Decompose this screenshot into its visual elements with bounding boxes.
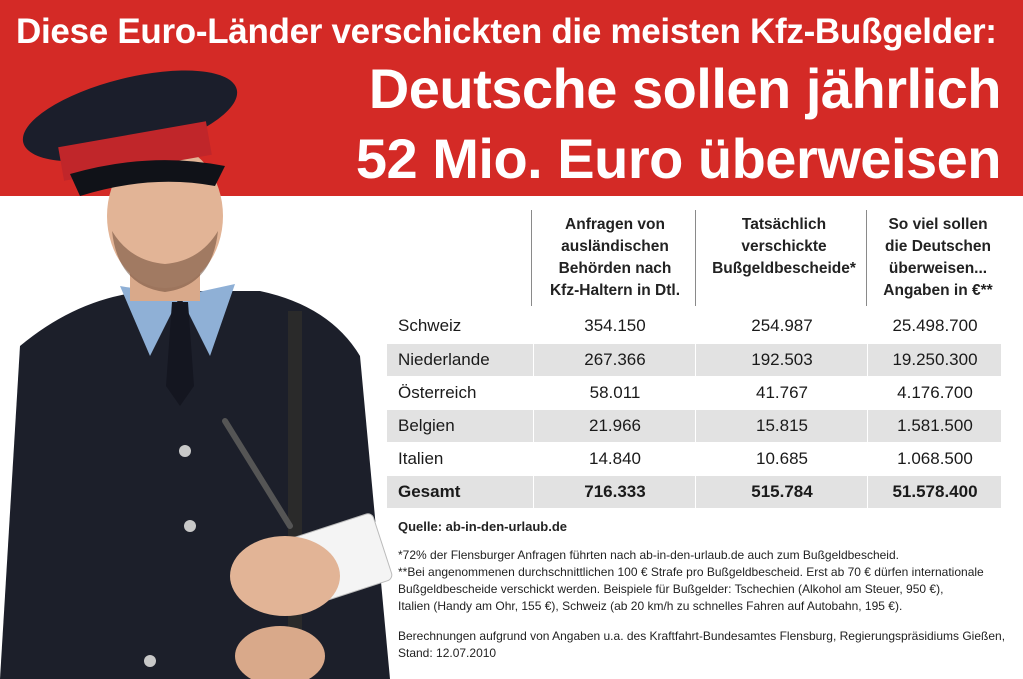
total-bescheide: 515.784 [751, 482, 813, 501]
footnote-block: *72% der Flensburger Anfragen führten na… [398, 547, 1013, 615]
calculation-note: Berechnungen aufgrund von Angaben u.a. d… [398, 628, 1013, 662]
row-divider [867, 310, 868, 342]
tie [166, 302, 194, 406]
total-row: Gesamt 716.333 515.784 51.578.400 [387, 476, 1001, 508]
footnote-line: Italien (Handy am Ohr, 155 €), Schweiz (… [398, 599, 903, 613]
header-line: Tatsächlich [741, 216, 827, 233]
beard [112, 231, 218, 292]
bescheide-cell: 15.815 [756, 416, 808, 435]
row-divider [533, 377, 534, 409]
table-row: Italien 14.840 10.685 1.068.500 [387, 443, 1001, 475]
header-bescheide: Tatsächlich verschickte Bußgeldbescheide… [699, 214, 869, 306]
total-anfragen: 716.333 [584, 482, 646, 501]
source-note: Quelle: ab-in-den-urlaub.de [398, 519, 568, 534]
anfragen-cell: 14.840 [589, 449, 641, 468]
table-row: Belgien 21.966 15.815 1.581.500 [387, 410, 1001, 442]
header-anfragen: Anfragen von ausländischen Behörden nach… [535, 214, 695, 306]
anfragen-cell: 354.150 [584, 316, 646, 335]
bescheide-cell: 10.685 [756, 449, 808, 468]
bescheide-cell: 192.503 [751, 350, 813, 369]
officer-illustration [0, 70, 393, 679]
header-line: überweisen... [888, 260, 988, 277]
cap-top [22, 70, 238, 162]
header-divider [531, 210, 532, 306]
row-divider [695, 377, 696, 409]
table-row: Niederlande 267.366 192.503 19.250.300 [387, 344, 1001, 376]
country-cell: Niederlande [398, 350, 490, 369]
anfragen-cell: 21.966 [589, 416, 641, 435]
headline-line-1: Deutsche sollen jährlich [368, 57, 1002, 120]
bescheide-cell: 254.987 [751, 316, 813, 335]
table-row: Schweiz 354.150 254.987 25.498.700 [387, 310, 1001, 342]
header-line: verschickte [741, 238, 827, 255]
jacket-button [144, 655, 156, 667]
writing-hand [230, 536, 340, 616]
jacket-shape [0, 291, 390, 679]
header-divider [695, 210, 696, 306]
shirt-collar [120, 284, 235, 356]
euro-cell: 1.581.500 [897, 416, 973, 435]
country-cell: Belgien [398, 416, 455, 435]
footnote-line: *72% der Flensburger Anfragen führten na… [398, 548, 899, 562]
banner-top-line: Diese Euro-Länder verschickten die meist… [16, 12, 997, 51]
header-line: Behörden nach [558, 260, 672, 277]
header-line: Kfz-Haltern in Dtl. [549, 282, 681, 299]
row-divider [867, 443, 868, 475]
header-line: ausländischen [561, 238, 669, 255]
row-divider [695, 344, 696, 376]
row-divider [533, 476, 534, 508]
footnote-line: Stand: 12.07.2010 [398, 646, 497, 660]
table-row: Österreich 58.011 41.767 4.176.700 [387, 377, 1001, 409]
row-divider [533, 443, 534, 475]
footnote-line: Berechnungen aufgrund von Angaben u.a. d… [398, 629, 1006, 643]
row-divider [695, 410, 696, 442]
cap-visor [70, 160, 225, 196]
header-line: die Deutschen [885, 238, 991, 255]
euro-cell: 4.176.700 [897, 383, 973, 402]
jacket-button [184, 520, 196, 532]
row-divider [695, 310, 696, 342]
header-line: Anfragen von [565, 216, 665, 233]
cap-band [58, 121, 212, 181]
header-line: Angaben in €** [883, 282, 993, 299]
row-divider [867, 476, 868, 508]
euro-cell: 25.498.700 [892, 316, 978, 335]
total-euro: 51.578.400 [892, 482, 978, 501]
header-line: So viel sollen [888, 216, 988, 233]
euro-cell: 1.068.500 [897, 449, 973, 468]
row-divider [533, 344, 534, 376]
footnote-line: **Bei angenommenen durchschnittlichen 10… [398, 565, 984, 579]
row-divider [533, 410, 534, 442]
footnote-line: Bußgeldbescheide verschickt werden. Beis… [398, 582, 944, 596]
row-divider [695, 476, 696, 508]
holding-hand [235, 626, 325, 679]
country-cell: Österreich [398, 383, 477, 402]
pen [222, 418, 293, 529]
anfragen-cell: 267.366 [584, 350, 646, 369]
row-divider [867, 344, 868, 376]
bescheide-cell: 41.767 [756, 383, 808, 402]
country-cell: Schweiz [398, 316, 462, 335]
total-label: Gesamt [398, 482, 461, 501]
euro-cell: 19.250.300 [892, 350, 978, 369]
header-line: Bußgeldbescheide* [712, 260, 856, 277]
country-cell: Italien [398, 449, 444, 468]
jacket-button [179, 445, 191, 457]
row-divider [867, 377, 868, 409]
headline-line-2: 52 Mio. Euro überweisen [355, 127, 1002, 190]
anfragen-cell: 58.011 [589, 383, 641, 402]
row-divider [533, 310, 534, 342]
row-divider [867, 410, 868, 442]
row-divider [695, 443, 696, 475]
header-euro: So viel sollen die Deutschen überweisen.… [870, 214, 1006, 306]
header-divider [866, 210, 867, 306]
